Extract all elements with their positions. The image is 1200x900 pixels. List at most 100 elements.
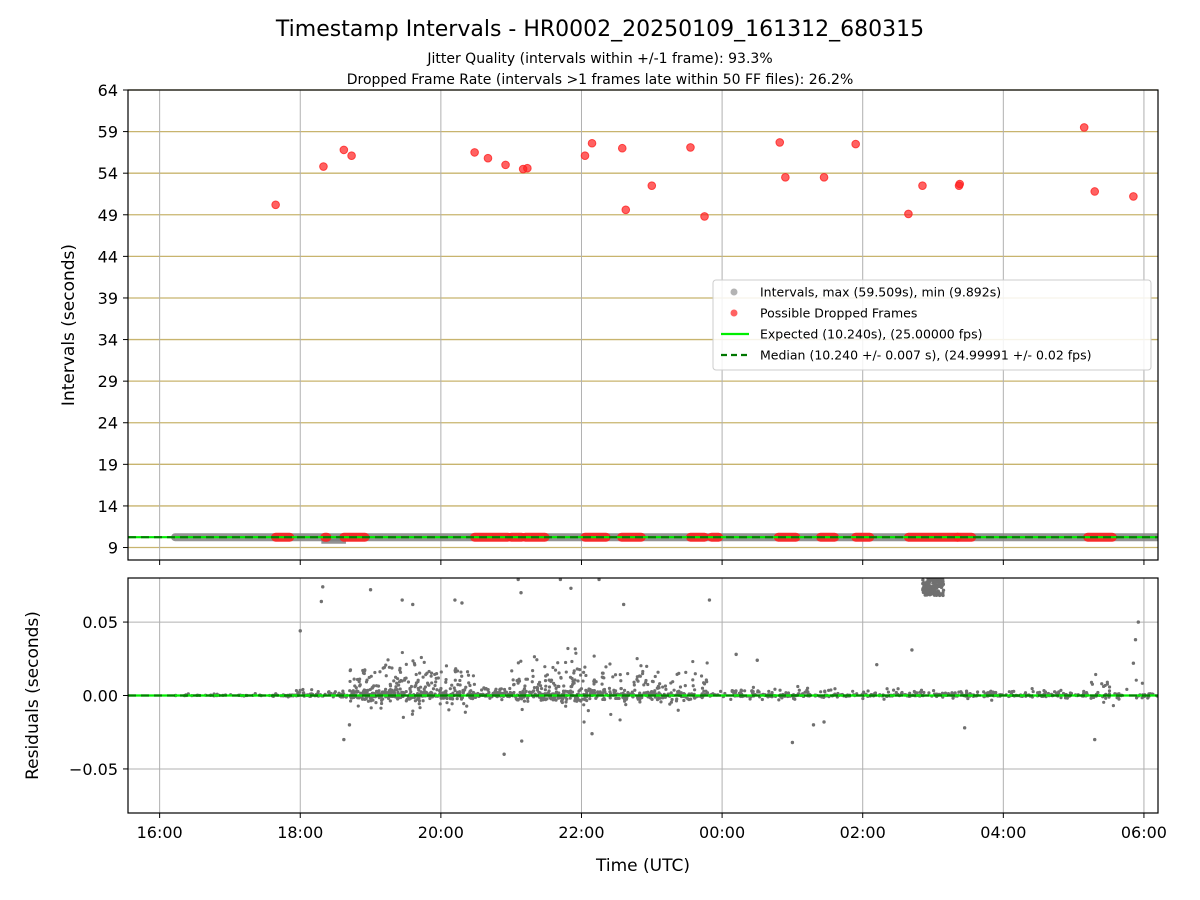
residual-point xyxy=(639,664,643,668)
residual-cluster-point xyxy=(930,578,935,583)
residual-cluster-point xyxy=(927,579,932,583)
residual-point xyxy=(351,689,355,693)
residual-point xyxy=(414,681,419,685)
residual-point xyxy=(470,695,474,700)
residual-point xyxy=(908,691,912,695)
legend-box xyxy=(712,279,1152,371)
residual-point xyxy=(645,664,649,669)
residual-point xyxy=(796,684,800,689)
residual-point xyxy=(522,699,527,703)
residual-point xyxy=(656,670,660,674)
residual-point xyxy=(861,696,865,701)
residual-point xyxy=(773,687,777,691)
residual-point xyxy=(603,690,607,694)
residual-point xyxy=(386,658,390,662)
residual-point xyxy=(384,663,388,667)
residual-point xyxy=(993,691,998,695)
residual-point xyxy=(677,689,681,693)
residual-point xyxy=(468,689,472,694)
residual-point xyxy=(566,646,570,651)
residual-outlier xyxy=(1131,661,1136,665)
residual-point xyxy=(519,659,523,663)
residual-point xyxy=(537,690,541,694)
residual-point xyxy=(554,691,558,696)
residual-point xyxy=(476,691,480,696)
top-axes-frame xyxy=(127,89,1159,561)
residual-point xyxy=(462,702,466,706)
residual-point xyxy=(573,647,577,651)
residual-point xyxy=(518,690,522,695)
residual-point xyxy=(547,685,552,689)
residual-cluster-point xyxy=(921,587,925,591)
residual-point xyxy=(415,691,420,696)
residual-cluster-point xyxy=(937,593,942,598)
residual-point xyxy=(543,665,547,669)
residual-point xyxy=(425,671,429,675)
residual-point xyxy=(551,665,555,670)
residual-point xyxy=(341,689,345,693)
residual-point xyxy=(571,682,575,687)
top-ytick-label: 24 xyxy=(98,414,118,433)
residual-point xyxy=(1096,690,1100,695)
dropped-point xyxy=(470,148,479,157)
residual-point xyxy=(661,685,665,689)
dropped-point xyxy=(617,143,627,153)
residual-point xyxy=(517,679,522,683)
residual-point xyxy=(583,697,587,702)
residual-point xyxy=(861,691,865,695)
residual-point xyxy=(582,703,586,707)
residual-point xyxy=(310,688,314,692)
residual-point xyxy=(379,701,384,706)
residual-point xyxy=(866,689,870,693)
legend-dropped-marker xyxy=(730,309,738,317)
residual-point xyxy=(576,679,580,683)
legend-intervals-marker xyxy=(730,288,738,296)
residual-point xyxy=(636,679,640,683)
residual-point xyxy=(886,690,891,694)
residual-point xyxy=(723,691,727,696)
residual-point xyxy=(373,670,377,675)
residual-cluster-point xyxy=(941,588,946,592)
residual-point xyxy=(767,689,771,693)
residual-point xyxy=(1117,697,1121,701)
residual-point xyxy=(452,686,456,690)
residual-point xyxy=(444,680,448,684)
residual-outlier xyxy=(400,598,404,602)
bottom-xtick-label: 18:00 xyxy=(277,823,323,842)
residual-point xyxy=(390,666,394,670)
residual-point xyxy=(608,662,612,666)
residual-point xyxy=(418,671,422,675)
residual-point xyxy=(833,687,837,691)
residual-point xyxy=(1104,696,1108,700)
residual-point xyxy=(638,700,642,704)
residual-point xyxy=(594,696,598,700)
residual-cluster-point xyxy=(940,581,944,585)
bottom-xtick-label: 02:00 xyxy=(840,823,886,842)
residual-point xyxy=(1107,689,1112,693)
residual-point xyxy=(512,690,516,695)
residual-point xyxy=(543,696,547,701)
residual-outlier xyxy=(1136,620,1141,624)
residual-point xyxy=(578,667,582,672)
residual-point xyxy=(414,683,418,688)
residual-point xyxy=(393,675,398,679)
bottom-data-layer xyxy=(128,578,1158,756)
top-ytick-label: 64 xyxy=(98,81,118,100)
residual-point xyxy=(579,699,583,703)
residual-point xyxy=(416,697,420,701)
residual-point xyxy=(546,691,551,696)
residual-point xyxy=(602,676,606,680)
residual-cluster-point xyxy=(930,588,935,592)
residual-point xyxy=(392,679,396,683)
residual-point xyxy=(851,689,855,693)
residual-cluster-point xyxy=(921,578,925,582)
residual-cluster-point xyxy=(937,584,941,588)
residual-point xyxy=(621,691,625,695)
residual-point xyxy=(294,688,299,693)
residual-point xyxy=(896,687,900,691)
residual-point xyxy=(431,687,436,691)
residual-point xyxy=(669,681,673,685)
residual-point xyxy=(1107,685,1112,689)
residual-point xyxy=(899,691,903,696)
dropped-point xyxy=(700,212,709,221)
